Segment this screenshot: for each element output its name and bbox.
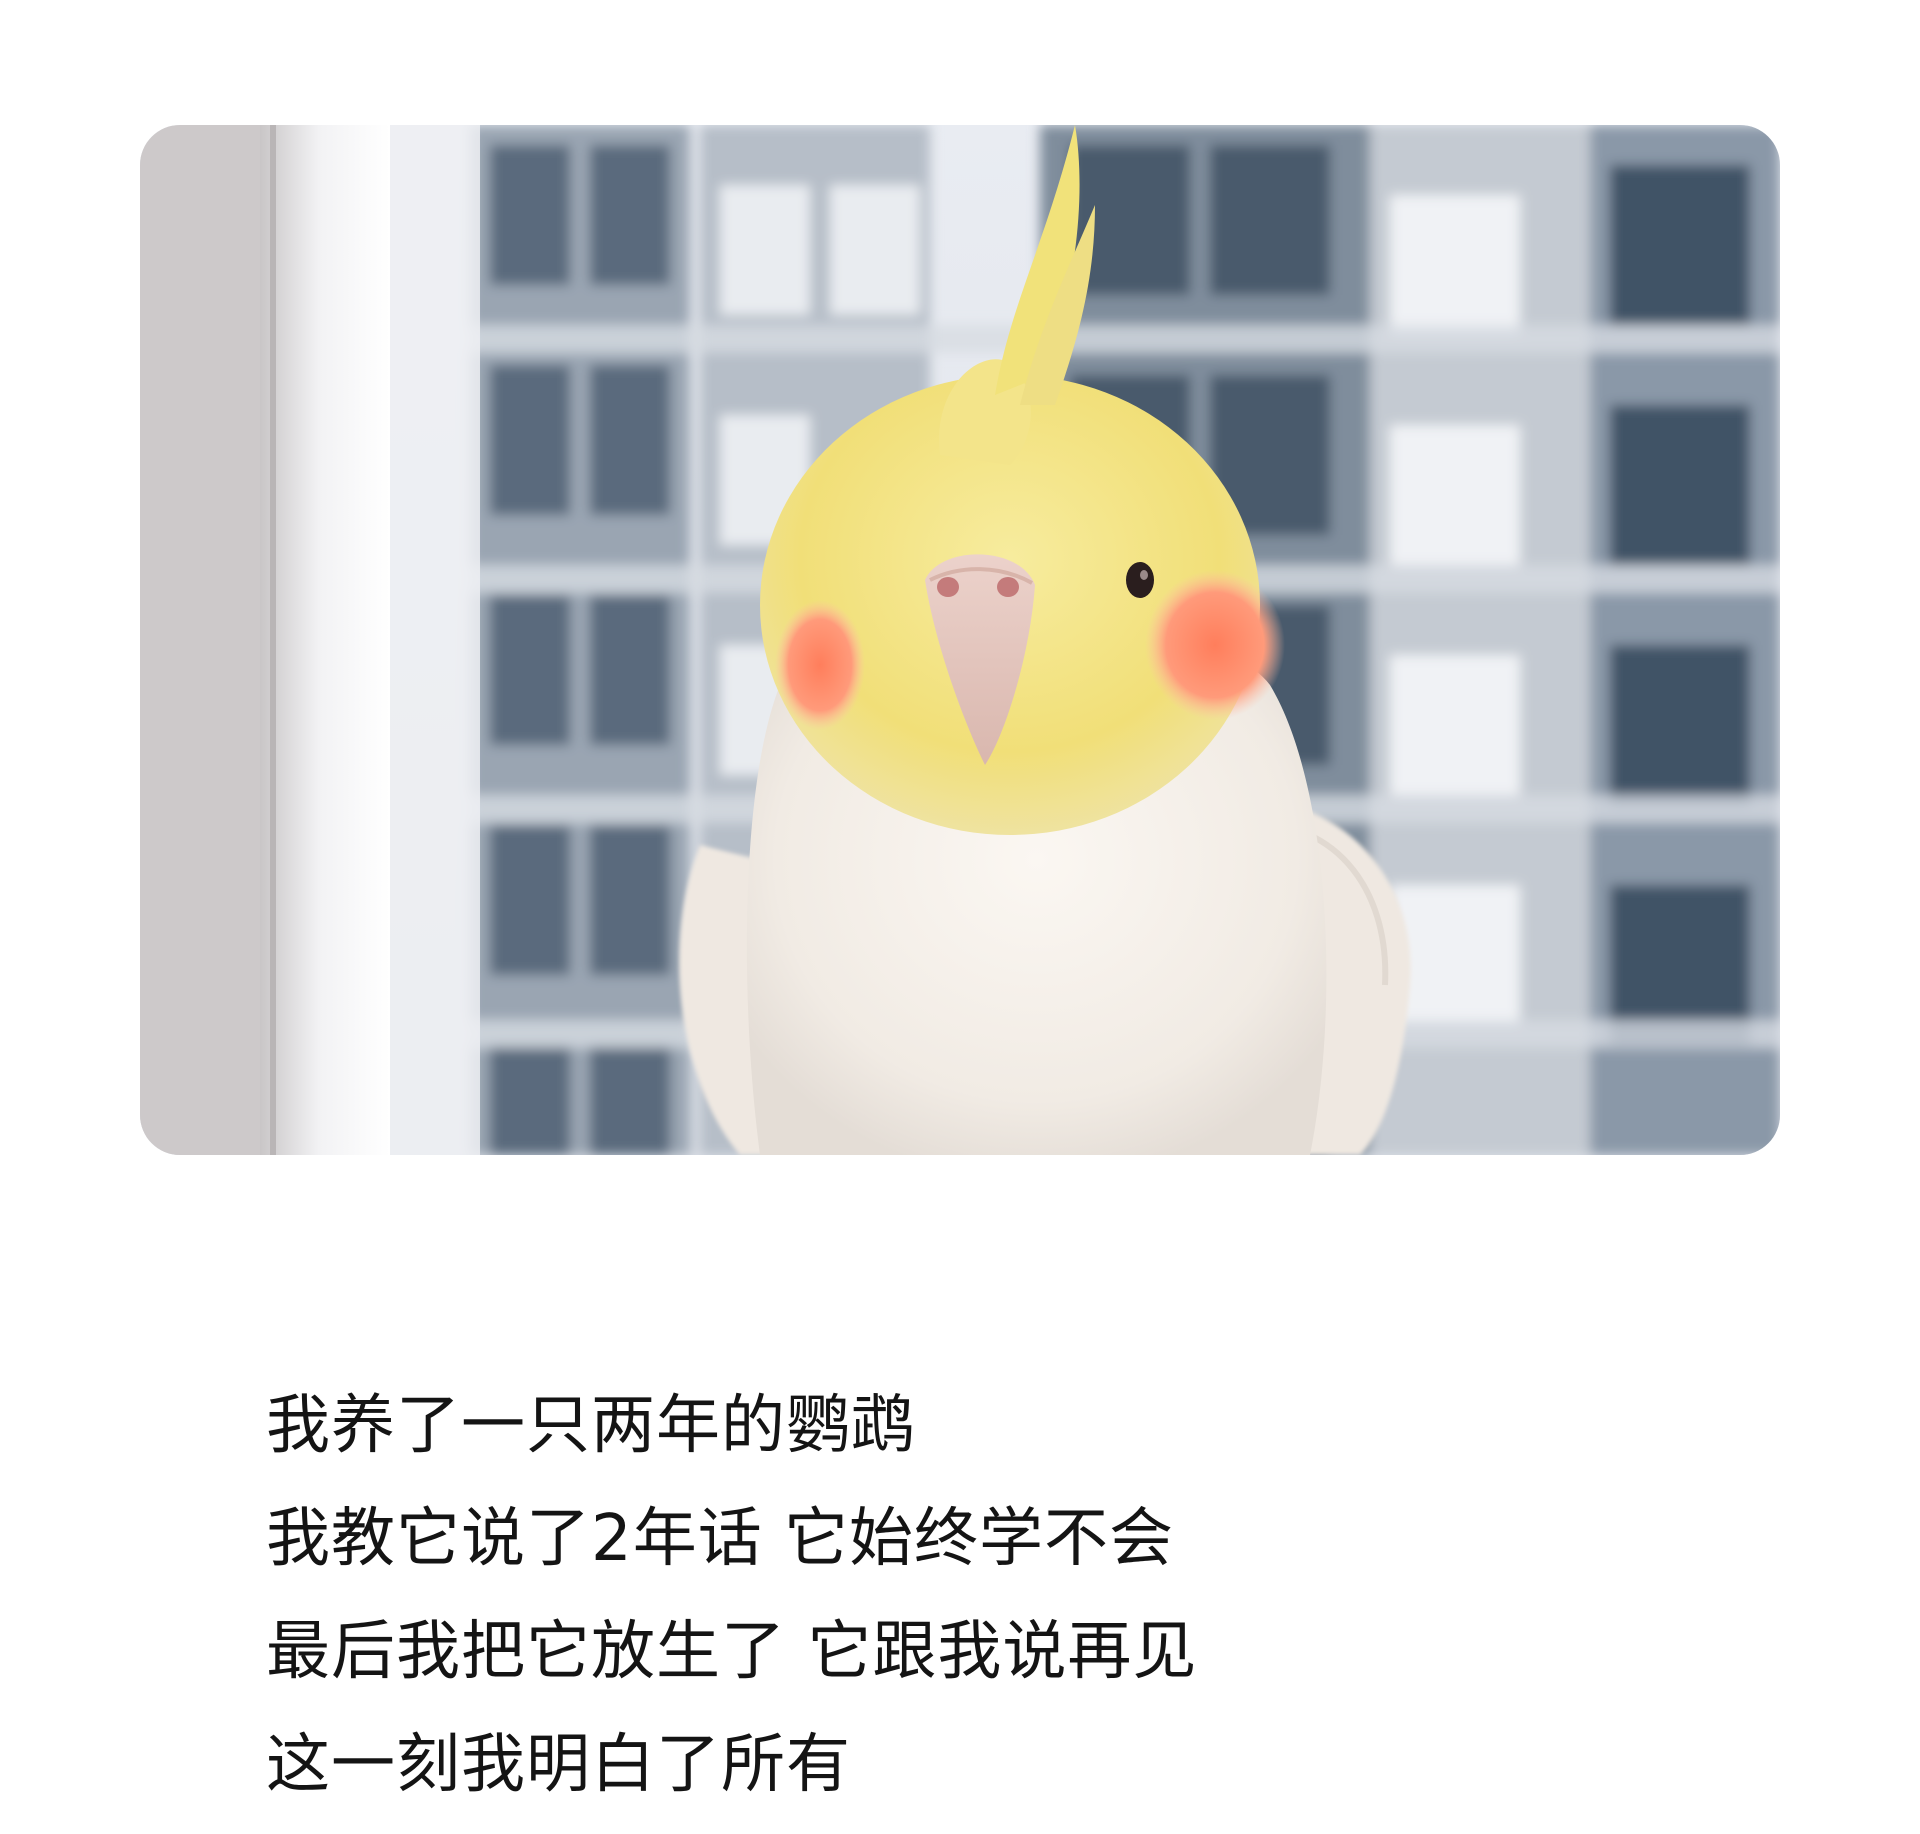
caption-line-2: 我教它说了2年话 它始终学不会 [266, 1502, 1175, 1576]
caption-line-3: 最后我把它放生了 它跟我说再见 [266, 1615, 1198, 1689]
caption: 我养了一只两年的鹦鹉 我教它说了2年话 它始终学不会 最后我把它放生了 它跟我说… [266, 1370, 1766, 1822]
cockatiel-photo [140, 125, 1780, 1155]
background-buildings [470, 125, 1780, 1155]
photo-card [140, 125, 1780, 1155]
caption-line-1: 我养了一只两年的鹦鹉 [266, 1389, 916, 1463]
caption-line-4: 这一刻我明白了所有 [266, 1728, 851, 1802]
cockatiel [679, 125, 1411, 1155]
